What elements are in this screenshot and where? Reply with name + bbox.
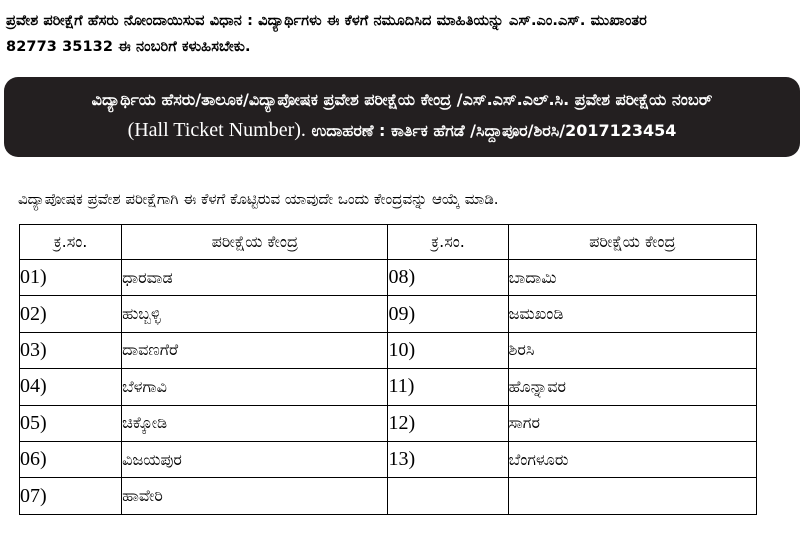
header-serial-2: ಕ್ರ.ಸಂ. (387, 224, 509, 260)
center-name-cell: ಹುಬ್ಬಳ್ಳಿ (121, 295, 389, 333)
header-center-2: ಪರೀಕ್ಷೆಯ ಕೇಂದ್ರ (507, 224, 758, 260)
center-name-cell (507, 477, 758, 515)
serial-number-cell: 08) (387, 258, 509, 297)
center-name-cell: ಬಾದಾಮಿ (507, 258, 758, 297)
center-name-cell: ಸಾಗರ (507, 404, 758, 442)
table-row: 03) ದಾವಣಗೆರೆ 10) ಶಿರಸಿ (18, 331, 758, 370)
center-name-cell: ವಿಜಯಪುರ (121, 440, 389, 479)
center-name-cell: ಹಾವೇರಿ (121, 477, 389, 515)
center-name-cell: ಹೊನ್ನಾವರ (507, 368, 758, 406)
center-name-cell: ಶಿರಸಿ (507, 331, 758, 370)
registration-instructions: ಪ್ರವೇಶ ಪರೀಕ್ಷೆಗೆ ಹೆಸರು ನೋಂದಾಯಿಸುವ ವಿಧಾನ … (6, 8, 802, 60)
serial-number-cell: 04) (18, 368, 123, 406)
serial-number-cell: 12) (387, 404, 509, 442)
serial-number-cell: 07) (18, 477, 123, 515)
banner-line-1: ವಿದ್ಯಾರ್ಥಿಯ ಹೆಸರು/ತಾಲೂಕ/ವಿದ್ಯಾಪೋಷಕ ಪ್ರವೇ… (91, 90, 713, 109)
center-name-cell: ಜಮಖಂಡಿ (507, 295, 758, 333)
serial-number-cell: 09) (387, 295, 509, 333)
serial-number-cell: 02) (18, 295, 123, 333)
serial-number-cell: 10) (387, 331, 509, 370)
table-header-row: ಕ್ರ.ಸಂ. ಪರೀಕ್ಷೆಯ ಕೇಂದ್ರ ಕ್ರ.ಸಂ. ಪರೀಕ್ಷೆಯ… (18, 224, 758, 260)
header-serial-1: ಕ್ರ.ಸಂ. (18, 224, 123, 260)
intro-line-2: 82773 35132 ಈ ನಂಬರಿಗೆ ಕಳುಹಿಸಬೇಕು. (6, 39, 251, 55)
serial-number-cell (387, 477, 509, 515)
table-row: 07) ಹಾವೇರಿ (18, 477, 758, 515)
serial-number-cell: 03) (18, 331, 123, 370)
center-name-cell: ಚಿಕ್ಕೋಡಿ (121, 404, 389, 442)
center-selection-instruction: ವಿದ್ಯಾಪೋಷಕ ಪ್ರವೇಶ ಪರೀಕ್ಷೆಗಾಗಿ ಈ ಕೆಳಗೆ ಕೊ… (18, 190, 499, 208)
exam-centers-table: ಕ್ರ.ಸಂ. ಪರೀಕ್ಷೆಯ ಕೇಂದ್ರ ಕ್ರ.ಸಂ. ಪರೀಕ್ಷೆಯ… (18, 224, 758, 515)
sms-format-banner: ವಿದ್ಯಾರ್ಥಿಯ ಹೆಸರು/ತಾಲೂಕ/ವಿದ್ಯಾಪೋಷಕ ಪ್ರವೇ… (4, 77, 800, 157)
serial-number-cell: 05) (18, 404, 123, 442)
serial-number-cell: 13) (387, 440, 509, 479)
hall-ticket-label: (Hall Ticket Number). (127, 119, 306, 141)
table-row: 01) ಧಾರವಾಡ 08) ಬಾದಾಮಿ (18, 258, 758, 297)
intro-line-1: ಪ್ರವೇಶ ಪರೀಕ್ಷೆಗೆ ಹೆಸರು ನೋಂದಾಯಿಸುವ ವಿಧಾನ … (6, 13, 647, 29)
serial-number-cell: 11) (387, 368, 509, 406)
table-row: 02) ಹುಬ್ಬಳ್ಳಿ 09) ಜಮಖಂಡಿ (18, 295, 758, 333)
center-name-cell: ಬೆಳಗಾವಿ (121, 368, 389, 406)
table-row: 04) ಬೆಳಗಾವಿ 11) ಹೊನ್ನಾವರ (18, 368, 758, 406)
banner-example: ಉದಾಹರಣೆ : ಕಾರ್ತಿಕ ಹೆಗಡೆ /ಸಿದ್ದಾಪೂರ/ಶಿರಸಿ… (305, 121, 677, 140)
center-name-cell: ಬೆಂಗಳೂರು (507, 440, 758, 479)
banner-line-2: (Hall Ticket Number). ಉದಾಹರಣೆ : ಕಾರ್ತಿಕ … (14, 115, 790, 146)
table-row: 06) ವಿಜಯಪುರ 13) ಬೆಂಗಳೂರು (18, 440, 758, 479)
header-center-1: ಪರೀಕ್ಷೆಯ ಕೇಂದ್ರ (121, 224, 389, 260)
serial-number-cell: 06) (18, 440, 123, 479)
table-row: 05) ಚಿಕ್ಕೋಡಿ 12) ಸಾಗರ (18, 404, 758, 442)
serial-number-cell: 01) (18, 258, 123, 297)
center-name-cell: ದಾವಣಗೆರೆ (121, 331, 389, 370)
center-name-cell: ಧಾರವಾಡ (121, 258, 389, 297)
